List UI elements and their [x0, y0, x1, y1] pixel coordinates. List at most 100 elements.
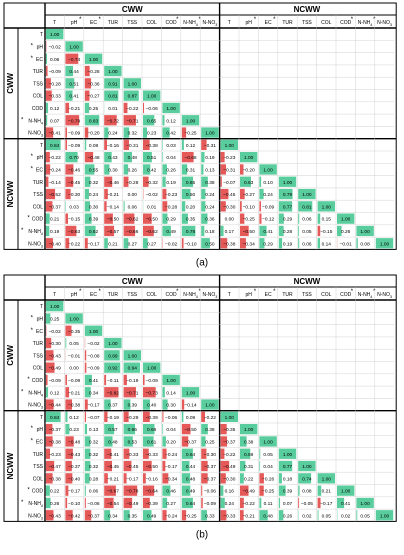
- cell-value: 1.00: [225, 415, 235, 421]
- row-label: N-NH4: [28, 118, 43, 125]
- cell-value: 0.77: [283, 464, 293, 470]
- heatmap-cell: −0.10: [65, 498, 80, 508]
- cell-value: 0.43: [108, 155, 118, 161]
- heatmap-cell: 0.49: [143, 510, 157, 520]
- cell-value: −0.02: [49, 329, 61, 335]
- column-label: TSS: [127, 20, 137, 26]
- cell-value: −0.16: [146, 476, 158, 482]
- heatmap-cell: −0.71: [124, 115, 139, 125]
- heatmap-cell: 0.50: [182, 189, 196, 199]
- cell-value: −0.48: [87, 155, 99, 161]
- column-label: N-NO3: [202, 20, 217, 27]
- cell-value: 1.00: [360, 501, 370, 507]
- heatmap-cell: −0.22: [124, 103, 139, 113]
- heatmap-cell: −0.22: [201, 412, 216, 422]
- cell-bar: [143, 103, 144, 113]
- cell-bar: [201, 486, 202, 496]
- heatmap-cell: −0.78: [124, 486, 139, 496]
- heatmap-cell: 0.12: [65, 412, 79, 422]
- cell-value: 0.35: [186, 217, 196, 223]
- heatmap-cell: 0.28: [279, 226, 293, 236]
- group-label-left-ncww: NCWW: [6, 180, 15, 207]
- heatmap-cell: 0.06: [46, 54, 60, 64]
- heatmap-cell: −0.14: [104, 201, 119, 211]
- heatmap-cell: 0.36: [201, 214, 215, 224]
- heatmap-cell: 0.77: [279, 461, 293, 471]
- heatmap-cell: −0.37: [46, 424, 61, 434]
- cell-value: −0.09: [87, 366, 99, 372]
- cell-bar: [221, 177, 222, 187]
- cell-value: 0.08: [89, 143, 99, 149]
- group-label-left-cww: CWW: [6, 344, 15, 365]
- heatmap-cell: −0.02: [46, 41, 61, 51]
- cell-value: −0.10: [243, 204, 255, 210]
- cell-bar: [162, 424, 163, 434]
- column-significance-mark: *: [176, 17, 179, 23]
- cell-value: 0.48: [186, 476, 196, 482]
- row-label: EC: [36, 329, 43, 335]
- heatmap-cell: 0.26: [46, 498, 60, 508]
- cell-bar: [65, 201, 66, 211]
- row-significance-mark: *: [31, 426, 34, 432]
- cell-value: −0.37: [68, 464, 80, 470]
- heatmap-cell: −0.79: [65, 115, 80, 125]
- cell-value: 0.91: [108, 81, 118, 87]
- cell-value: 0.08: [302, 489, 312, 495]
- heatmap-cell: −0.49: [46, 363, 61, 373]
- heatmap-cell: 1.00: [318, 201, 335, 211]
- cell-value: 0.07: [50, 118, 60, 124]
- cell-value: 0.07: [283, 501, 293, 507]
- heatmap-cell: 0.20: [162, 436, 176, 446]
- cell-bar: [162, 140, 163, 150]
- cell-value: 0.34: [89, 390, 99, 396]
- cell-value: −0.50: [107, 217, 119, 223]
- heatmap-cell: −0.02: [46, 326, 61, 336]
- column-significance-mark: *: [99, 17, 102, 23]
- cell-value: 0.21: [50, 217, 60, 223]
- cell-bar: [201, 152, 204, 162]
- heatmap-cell: −0.30: [201, 449, 216, 459]
- heatmap-cell: 1.00: [162, 375, 179, 385]
- cell-value: 0.63: [244, 180, 254, 186]
- cell-value: 1.00: [205, 131, 215, 137]
- heatmap-cell: −0.43: [46, 510, 61, 520]
- cell-value: −0.15: [320, 229, 332, 235]
- cell-value: −0.28: [165, 204, 177, 210]
- cell-value: −0.82: [107, 390, 119, 396]
- cell-value: −0.11: [107, 378, 119, 384]
- heatmap-cell: 0.64: [182, 449, 196, 459]
- cell-value: 0.44: [186, 464, 196, 470]
- heatmap-cell: −0.25: [259, 486, 274, 496]
- heatmap-cell: 0.32: [85, 177, 99, 187]
- heatmap-cell: 0.39: [85, 214, 99, 224]
- cell-bar: [85, 140, 86, 150]
- cell-value: −0.33: [49, 94, 61, 100]
- cell-value: 0.51: [69, 81, 79, 87]
- cell-value: −0.29: [126, 415, 138, 421]
- cell-value: 1.00: [89, 57, 99, 63]
- heatmap-cell: 0.66: [143, 424, 157, 434]
- cell-value: −0.21: [107, 476, 119, 482]
- cell-value: 0.27: [147, 241, 157, 247]
- cell-value: 0.32: [89, 452, 99, 458]
- cell-value: 0.16: [225, 489, 235, 495]
- cell-value: 0.26: [128, 167, 138, 173]
- cell-value: −0.68: [184, 155, 196, 161]
- heatmap-cell: −0.29: [124, 412, 139, 422]
- cell-bar: [162, 152, 163, 162]
- cell-value: −0.35: [223, 427, 235, 433]
- cell-value: −0.24: [49, 167, 61, 173]
- cell-value: 1.00: [50, 304, 60, 310]
- heatmap-cell: −0.27: [85, 91, 100, 101]
- heatmap-cell: 0.19: [162, 177, 176, 187]
- row-label: TUR: [33, 452, 44, 458]
- cell-value: 0.42: [166, 131, 176, 137]
- cell-value: 0.08: [360, 241, 370, 247]
- cell-bar: [65, 127, 67, 137]
- row-label: N-NO3: [28, 241, 43, 248]
- row-label: TUR: [33, 180, 44, 186]
- cell-value: 0.05: [69, 341, 79, 347]
- heatmap-cell: 0.59: [240, 449, 254, 459]
